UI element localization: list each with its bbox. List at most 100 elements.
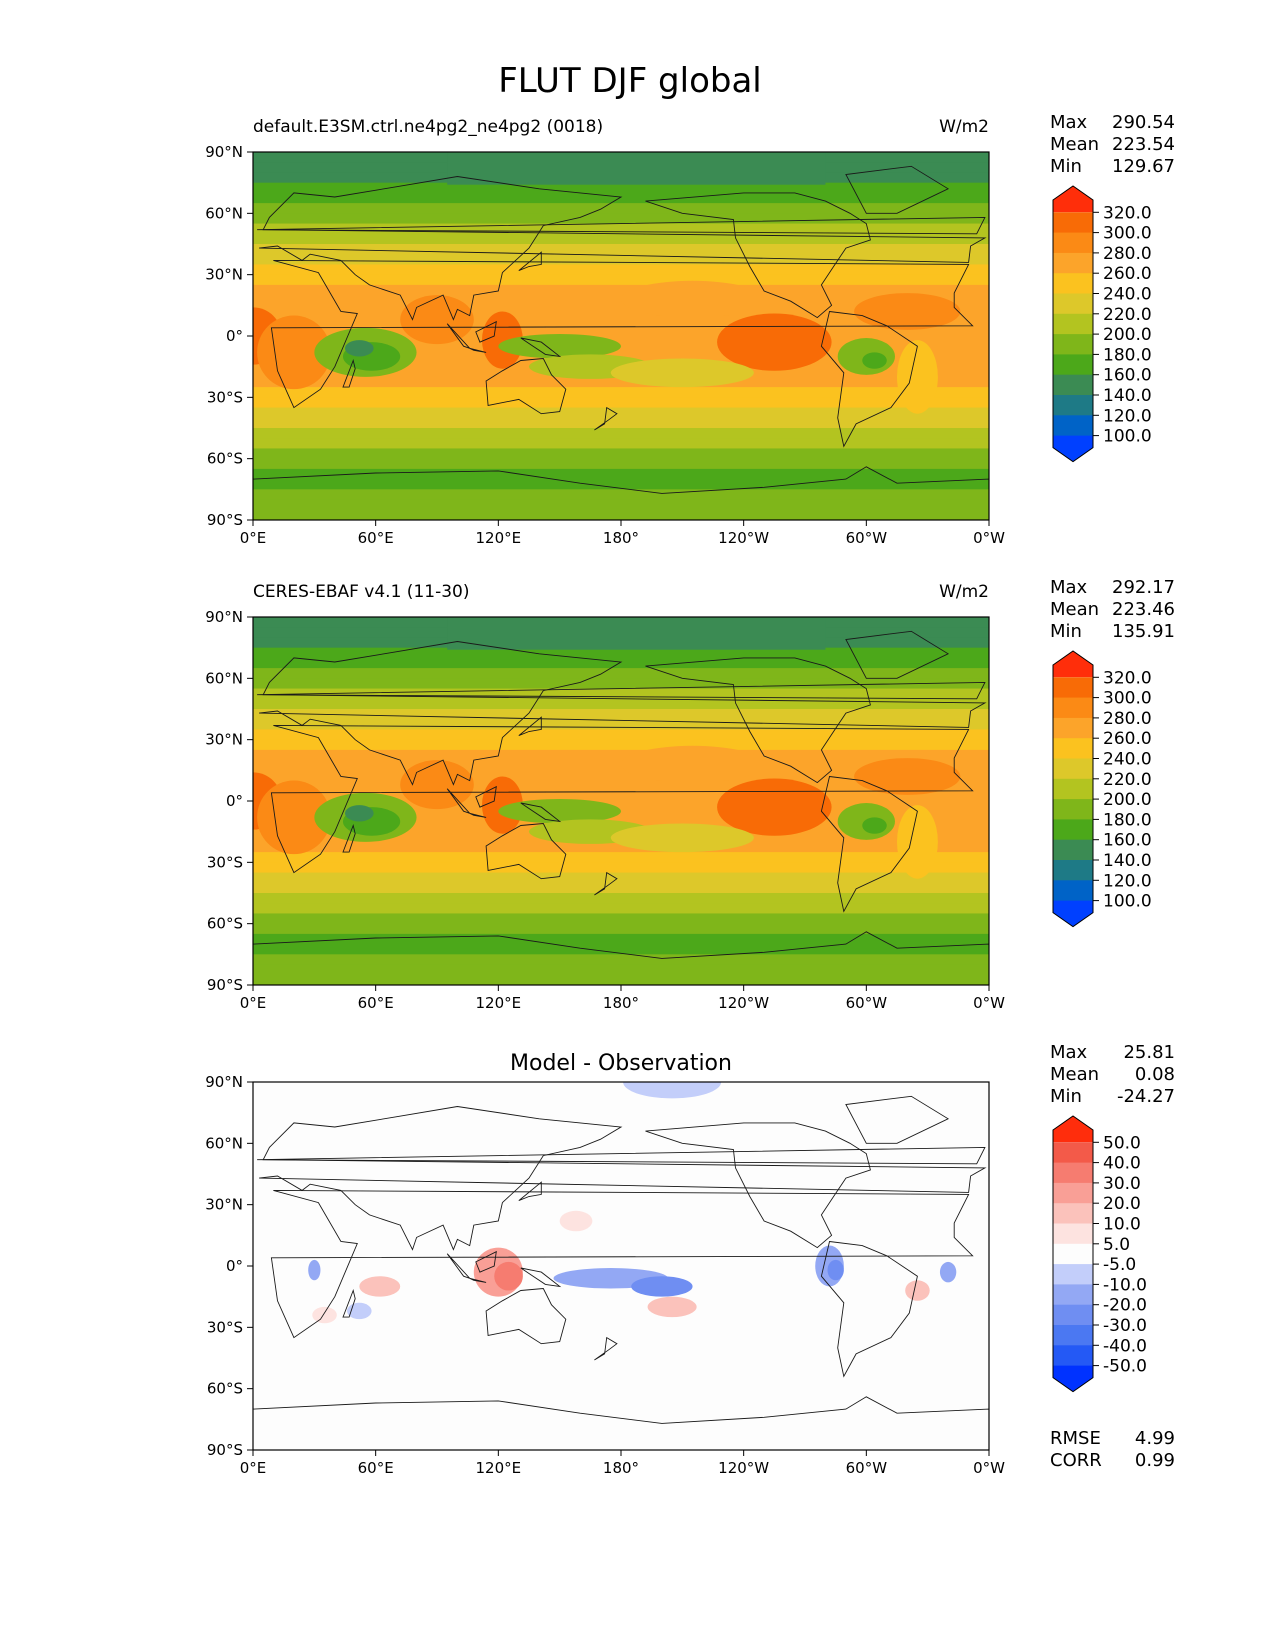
contour-patch bbox=[939, 1261, 957, 1283]
contour-band bbox=[253, 709, 989, 720]
contour-band bbox=[253, 489, 989, 501]
lat-tick-label: 30°N bbox=[205, 1196, 243, 1214]
colorbar-tick-label: 220.0 bbox=[1103, 305, 1152, 325]
contour-band bbox=[253, 944, 989, 955]
contour-patch bbox=[623, 1082, 722, 1099]
lat-tick-label: 30°S bbox=[207, 388, 243, 406]
lon-tick-label: 60°W bbox=[846, 994, 888, 1012]
contour-patch bbox=[345, 805, 374, 822]
coastline bbox=[270, 1189, 974, 1339]
contour-band bbox=[253, 678, 989, 690]
lat-tick-label: 60°S bbox=[207, 1380, 243, 1398]
colorbar-segment bbox=[1053, 799, 1093, 820]
colorbar: 320.0300.0280.0260.0240.0220.0200.0180.0… bbox=[1052, 650, 1152, 928]
contour-band bbox=[253, 933, 989, 945]
stat-label: Min bbox=[1050, 1086, 1082, 1107]
colorbar: 50.040.030.020.010.05.0-5.0-10.0-20.0-30… bbox=[1052, 1115, 1147, 1393]
contour-band bbox=[253, 458, 989, 470]
contour-band bbox=[253, 841, 989, 853]
contour-band bbox=[447, 152, 826, 185]
lon-tick-label: 60°E bbox=[358, 529, 394, 547]
coastline bbox=[257, 216, 986, 235]
colorbar-segment bbox=[1053, 860, 1093, 881]
lat-tick-label: 0° bbox=[226, 792, 243, 810]
coastline bbox=[342, 358, 356, 388]
contour-band bbox=[253, 954, 989, 966]
contour-patch bbox=[359, 1276, 401, 1297]
lon-tick-label: 60°E bbox=[358, 1459, 394, 1477]
stat-value: 290.54 bbox=[1112, 112, 1175, 133]
coastline bbox=[475, 320, 497, 343]
contour-patch bbox=[862, 352, 887, 369]
contour-band bbox=[253, 882, 989, 894]
contour-band bbox=[253, 770, 989, 782]
contour-patch bbox=[481, 776, 523, 834]
panel-difference: Model - Observation 90°N 60°N 30°N 0° 30°S 60°… bbox=[205, 1042, 1175, 1477]
lat-tick-label: 90°N bbox=[205, 143, 243, 161]
contour-band bbox=[253, 499, 989, 511]
contour-band bbox=[253, 739, 989, 751]
colorbar-segment bbox=[1053, 186, 1093, 213]
contour-band bbox=[253, 387, 989, 398]
contour-patch bbox=[610, 358, 754, 388]
coastline bbox=[518, 716, 542, 737]
colorbar-tick-label: 120.0 bbox=[1103, 871, 1152, 891]
coastline bbox=[820, 311, 918, 448]
lat-tick-label: 90°S bbox=[207, 1441, 243, 1459]
colorbar-segment bbox=[1053, 354, 1093, 376]
colorbar-segment bbox=[1053, 212, 1093, 234]
colorbar-tick-label: 140.0 bbox=[1103, 851, 1152, 871]
colorbar-tick-label: -40.0 bbox=[1103, 1336, 1147, 1356]
colorbar-tick-label: 120.0 bbox=[1103, 406, 1152, 426]
colorbar-segment bbox=[1053, 374, 1093, 396]
contour-band bbox=[253, 305, 989, 317]
contour-patch bbox=[257, 315, 331, 390]
colorbar-tick-label: 300.0 bbox=[1103, 689, 1152, 709]
colorbar-tick-label: -50.0 bbox=[1103, 1357, 1147, 1377]
colorbar-segment bbox=[1053, 334, 1093, 355]
contour-patch bbox=[400, 760, 474, 810]
panel-center-title: Model - Observation bbox=[510, 1051, 732, 1076]
colorbar-segment bbox=[1053, 273, 1093, 294]
metric-label: RMSE bbox=[1050, 1428, 1101, 1449]
coastline bbox=[259, 176, 987, 321]
colorbar-tick-label: 180.0 bbox=[1103, 345, 1152, 365]
contour-band bbox=[253, 801, 989, 812]
colorbar-segment bbox=[1053, 1365, 1093, 1392]
colorbar-segment bbox=[1053, 1243, 1093, 1265]
contour-patch bbox=[717, 313, 832, 371]
coastline bbox=[485, 1288, 567, 1345]
contour-band bbox=[253, 811, 989, 822]
panel-left-title: CERES-EBAF v4.1 (11-30) bbox=[253, 582, 469, 602]
stat-value: 223.46 bbox=[1112, 599, 1175, 620]
colorbar-outline bbox=[1052, 185, 1094, 463]
stat-value: -24.27 bbox=[1117, 1086, 1175, 1107]
contour-band bbox=[253, 647, 989, 659]
coastline bbox=[475, 785, 497, 808]
contour-patch bbox=[905, 1280, 930, 1301]
colorbar-segment bbox=[1053, 395, 1093, 416]
lat-tick-label: 90°N bbox=[205, 608, 243, 626]
contour-band bbox=[253, 417, 989, 429]
lat-tick-label: 90°S bbox=[207, 511, 243, 529]
contour-band bbox=[253, 203, 989, 214]
lat-tick-label: 30°S bbox=[207, 1318, 243, 1336]
coastline bbox=[845, 630, 950, 679]
stat-value: 135.91 bbox=[1112, 621, 1175, 642]
lon-tick-label: 180° bbox=[603, 529, 639, 547]
stat-label: Mean bbox=[1050, 134, 1099, 155]
lat-tick-label: 60°N bbox=[205, 1134, 243, 1152]
contour-band bbox=[253, 295, 989, 306]
colorbar-segment bbox=[1053, 435, 1093, 462]
contour-band bbox=[253, 729, 989, 741]
coastline bbox=[645, 1122, 871, 1249]
contour-band bbox=[253, 223, 989, 235]
coastline bbox=[270, 724, 974, 874]
contour-band bbox=[253, 346, 989, 357]
colorbar-segment bbox=[1053, 1284, 1093, 1306]
lon-tick-label: 120°W bbox=[718, 994, 769, 1012]
coastline bbox=[475, 1250, 497, 1273]
contour-band bbox=[253, 862, 989, 874]
contour-band bbox=[253, 213, 989, 225]
coastline bbox=[645, 192, 871, 319]
